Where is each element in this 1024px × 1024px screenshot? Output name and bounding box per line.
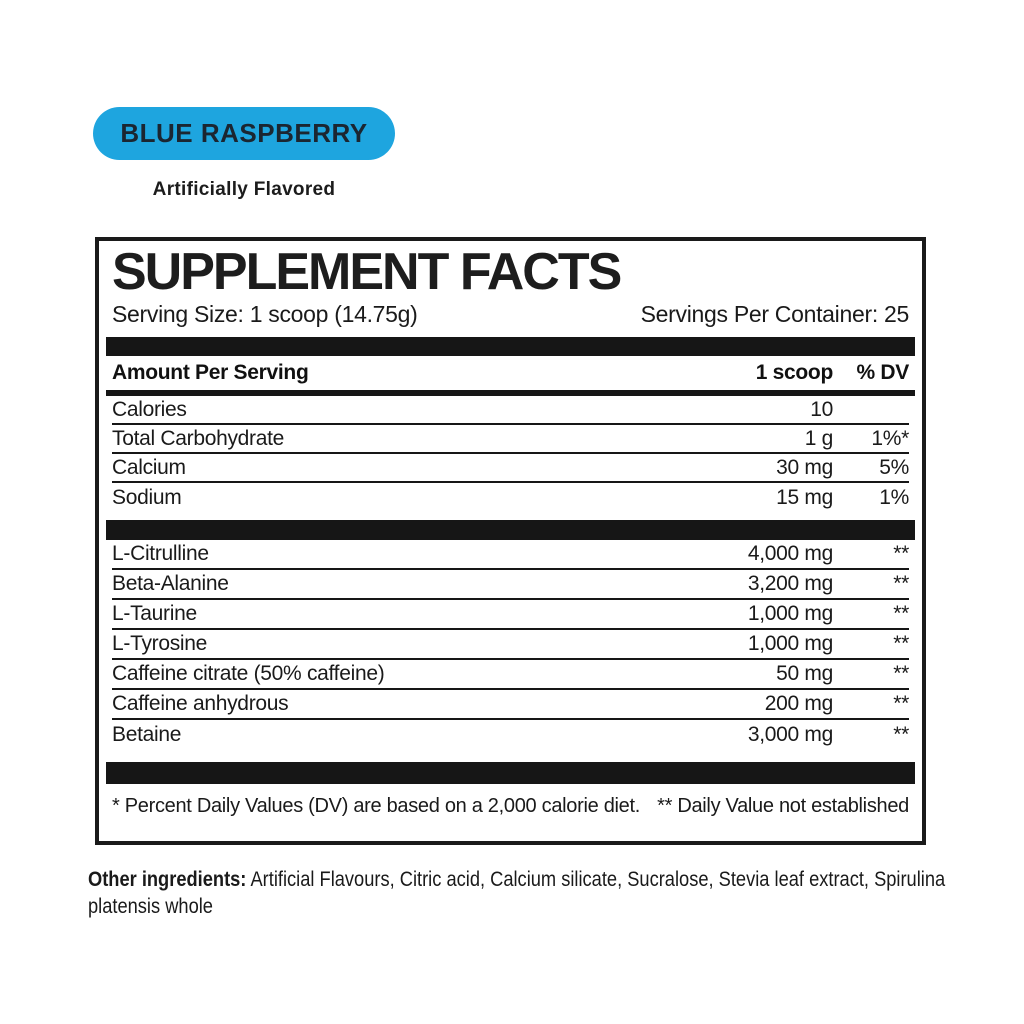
footnote-daily-values: * Percent Daily Values (DV) are based on… — [112, 794, 640, 817]
table-row: L-Citrulline 4,000 mg ** — [112, 540, 909, 570]
ingredient-amount: 3,200 mg — [747, 572, 833, 595]
ingredient-name: Betaine — [112, 723, 182, 746]
ingredient-name: Caffeine anhydrous — [112, 692, 289, 715]
table-header-row: Amount Per Serving 1 scoop % DV — [112, 356, 909, 390]
ingredient-dv: ** — [893, 632, 909, 655]
table-row: Beta-Alanine 3,200 mg ** — [112, 570, 909, 600]
ingredient-amount: 200 mg — [764, 692, 834, 715]
serving-info-row: Serving Size: 1 scoop (14.75g) Servings … — [112, 299, 909, 329]
column-header-amount-per-serving: Amount Per Serving — [112, 361, 309, 384]
nutrient-dv: 1% — [879, 485, 909, 509]
nutrient-amount: 15 mg — [776, 485, 833, 509]
other-ingredients: Other ingredients: Artificial Flavours, … — [88, 866, 993, 920]
ingredient-name: L-Tyrosine — [112, 632, 208, 655]
ingredient-amount: 4,000 mg — [747, 542, 833, 565]
ingredient-amount: 3,000 mg — [747, 723, 833, 746]
ingredient-name: L-Citrulline — [112, 542, 209, 565]
ingredient-dv: ** — [893, 662, 909, 685]
flavor-badge: BLUE RASPBERRY — [93, 107, 395, 160]
nutrient-amount: 30 mg — [776, 455, 833, 479]
other-ingredients-label: Other ingredients: — [88, 867, 247, 891]
table-row: Calories 10 — [112, 396, 909, 425]
nutrient-name: Calcium — [112, 455, 186, 479]
ingredient-amount: 50 mg — [776, 662, 833, 685]
divider-bar-medium — [106, 390, 915, 396]
nutrient-name: Calories — [112, 397, 187, 421]
column-header-dv: % DV — [856, 361, 910, 384]
footnote-not-established: ** Daily Value not established — [657, 794, 909, 817]
table-row: Caffeine anhydrous 200 mg ** — [112, 690, 909, 720]
flavor-subtitle: Artificially Flavored — [152, 179, 336, 200]
ingredient-name: Caffeine citrate (50% caffeine) — [112, 662, 385, 685]
ingredient-dv: ** — [893, 542, 909, 565]
supplement-facts-panel: SUPPLEMENT FACTS Serving Size: 1 scoop (… — [95, 237, 926, 845]
ingredient-name: L-Taurine — [112, 602, 197, 625]
serving-size: Serving Size: 1 scoop (14.75g) — [112, 300, 418, 327]
nutrient-dv: 5% — [879, 455, 909, 479]
table-row: Caffeine citrate (50% caffeine) 50 mg ** — [112, 660, 909, 690]
table-row: Betaine 3,000 mg ** — [112, 720, 909, 750]
ingredient-dv: ** — [893, 692, 909, 715]
ingredient-amount: 1,000 mg — [747, 602, 833, 625]
nutrient-amount: 1 g — [804, 426, 834, 450]
servings-per-container: Servings Per Container: 25 — [640, 300, 910, 327]
table-row: L-Tyrosine 1,000 mg ** — [112, 630, 909, 660]
footnote-row: * Percent Daily Values (DV) are based on… — [112, 793, 909, 819]
divider-bar-thick — [106, 337, 915, 356]
other-ingredients-text: Artificial Flavours, Citric acid, Calciu… — [88, 867, 946, 918]
nutrient-dv: 1%* — [871, 426, 909, 450]
column-header-scoop: 1 scoop — [755, 361, 834, 384]
table-row: Calcium 30 mg 5% — [112, 454, 909, 483]
table-row: Total Carbohydrate 1 g 1%* — [112, 425, 909, 454]
table-row: L-Taurine 1,000 mg ** — [112, 600, 909, 630]
nutrient-name: Total Carbohydrate — [112, 426, 285, 450]
ingredient-dv: ** — [893, 723, 909, 746]
nutrient-name: Sodium — [112, 485, 182, 509]
ingredient-amount: 1,000 mg — [747, 632, 833, 655]
divider-bar-thick — [106, 520, 915, 540]
ingredient-dv: ** — [893, 572, 909, 595]
flavor-badge-label: BLUE RASPBERRY — [120, 118, 368, 148]
ingredient-dv: ** — [893, 602, 909, 625]
ingredient-name: Beta-Alanine — [112, 572, 229, 595]
nutrient-amount: 10 — [810, 397, 833, 421]
panel-title: SUPPLEMENT FACTS — [112, 243, 622, 301]
divider-bar-thick — [106, 762, 915, 784]
table-row: Sodium 15 mg 1% — [112, 483, 909, 512]
